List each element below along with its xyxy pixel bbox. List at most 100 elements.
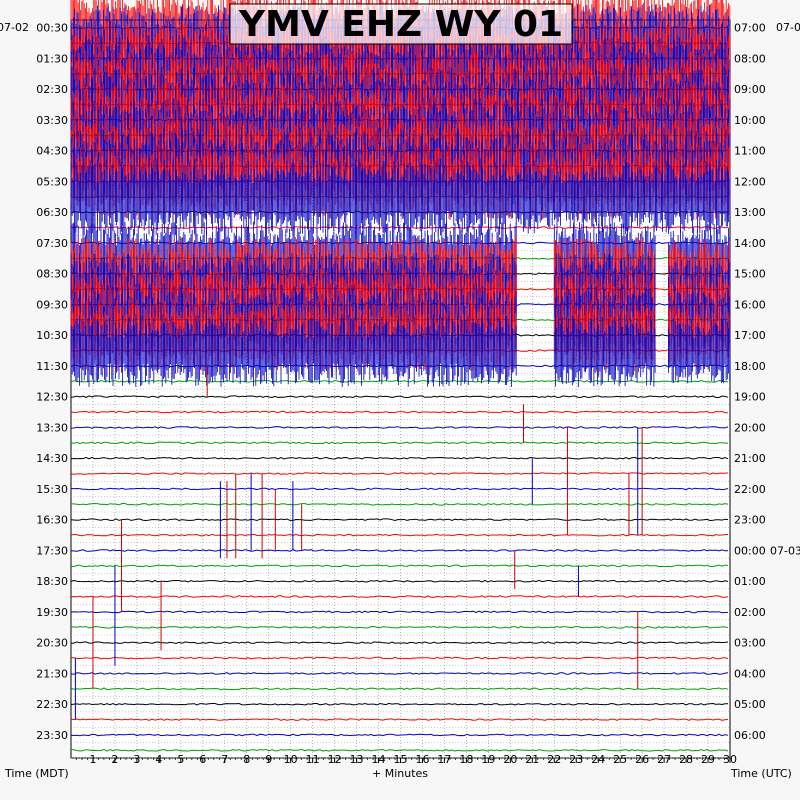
noise-segment-2-trace-21 [553, 314, 656, 387]
trace-30 [70, 487, 729, 491]
right-hour-label-23: 06:00 [734, 729, 766, 742]
trace-24 [70, 395, 729, 399]
x-tick-label-17: 17 [437, 753, 451, 766]
axes: 1 2 3 4 5 6 7 8 9 10 11 12 13 14 15 16 17 18 19 20 21 22 23 24 2… [36, 22, 800, 766]
noise-segment-0-trace-11 [70, 158, 731, 236]
x-tick-label-19: 19 [481, 753, 495, 766]
trace-31 [71, 502, 729, 506]
left-hour-label-1: 01:30 [36, 52, 68, 65]
x-tick-label-18: 18 [459, 753, 473, 766]
trace-36 [70, 579, 729, 583]
right-hour-label-0: 07:00 [734, 22, 766, 35]
right-hour-label-2: 09:00 [734, 83, 766, 96]
right-date-label: 07-02 [776, 21, 800, 34]
left-hour-label-12: 12:30 [36, 391, 68, 404]
trace-38 [70, 610, 729, 614]
noise-segment-3-trace-21 [668, 317, 731, 384]
noise-segment-1-trace-21 [70, 314, 517, 387]
left-hour-label-4: 04:30 [36, 145, 68, 158]
title-box: YMV EHZ WY 01 [229, 3, 573, 45]
trace-42 [70, 672, 729, 675]
right-hour-label-18: 01:00 [734, 575, 766, 588]
right-hour-label-17: 00:00 [734, 544, 766, 557]
x-tick-label-14: 14 [372, 753, 386, 766]
right-hour-label-11: 18:00 [734, 360, 766, 373]
left-axis-label: Time (MDT) [4, 767, 69, 780]
trace-26 [70, 426, 729, 429]
x-tick-label-16: 16 [415, 753, 429, 766]
trace-44 [70, 702, 729, 706]
right-hour-label-13: 20:00 [734, 421, 766, 434]
right-hour-label-10: 17:00 [734, 329, 766, 342]
x-tick-label-3: 3 [133, 753, 140, 766]
signal-traces [70, 0, 731, 720]
left-hour-label-17: 17:30 [36, 544, 68, 557]
trace-25 [70, 410, 729, 414]
x-tick-label-13: 13 [350, 753, 364, 766]
x-tick-label-9: 9 [265, 753, 272, 766]
left-hour-label-0: 00:30 [36, 22, 68, 35]
x-tick-label-28: 28 [679, 753, 693, 766]
trace-28 [70, 456, 729, 460]
left-hour-label-19: 19:30 [36, 606, 68, 619]
trace-39 [70, 625, 729, 629]
x-tick-label-25: 25 [613, 753, 627, 766]
right-hour-label-1: 08:00 [734, 52, 766, 65]
x-tick-label-20: 20 [503, 753, 517, 766]
left-hour-label-20: 20:30 [36, 637, 68, 650]
left-hour-label-18: 18:30 [36, 575, 68, 588]
right-hour-label-22: 05:00 [734, 698, 766, 711]
x-tick-label-15: 15 [394, 753, 408, 766]
right-axis-label: Time (UTC) [730, 767, 792, 780]
right-hour-label-21: 04:00 [734, 667, 766, 680]
left-hour-label-22: 22:30 [36, 698, 68, 711]
right-hour-label-6: 13:00 [734, 206, 766, 219]
left-date-label: 07-02 [0, 21, 29, 34]
x-tick-label-26: 26 [635, 753, 649, 766]
left-hour-label-14: 14:30 [36, 452, 68, 465]
right-hour-label-9: 16:00 [734, 298, 766, 311]
x-tick-label-4: 4 [155, 753, 162, 766]
trace-40 [71, 641, 729, 645]
right-hour-label-19: 02:00 [734, 606, 766, 619]
title-background [229, 3, 573, 45]
x-tick-label-29: 29 [701, 753, 715, 766]
x-tick-label-30: 30 [723, 753, 737, 766]
x-tick-label-27: 27 [657, 753, 671, 766]
right-hour-label-15: 22:00 [734, 483, 766, 496]
right-hour-label-4: 11:00 [734, 145, 766, 158]
trace-23 [70, 379, 729, 383]
right-hour-label-12: 19:00 [734, 391, 766, 404]
x-tick-label-11: 11 [306, 753, 320, 766]
trace-43 [70, 687, 729, 691]
left-hour-label-13: 13:30 [36, 421, 68, 434]
right-hour-label-16: 23:00 [734, 514, 766, 527]
x-tick-label-6: 6 [199, 753, 206, 766]
trace-47 [70, 748, 729, 752]
trace-32 [70, 518, 729, 522]
left-hour-label-10: 10:30 [36, 329, 68, 342]
right-hour-label-3: 10:00 [734, 114, 766, 127]
left-hour-label-21: 21:30 [36, 667, 68, 680]
x-tick-label-10: 10 [284, 753, 298, 766]
right-hour-label-5: 12:00 [734, 175, 766, 188]
x-tick-label-22: 22 [547, 753, 561, 766]
right-hour-label-8: 15:00 [734, 268, 766, 281]
trace-29 [70, 472, 729, 475]
left-hour-label-23: 23:30 [36, 729, 68, 742]
x-tick-label-2: 2 [111, 753, 118, 766]
x-axis-label: + Minutes [372, 767, 428, 780]
left-hour-label-5: 05:30 [36, 175, 68, 188]
trace-37 [70, 595, 729, 598]
trace-41 [70, 656, 729, 660]
trace-35 [70, 564, 729, 568]
trace-46 [70, 733, 729, 737]
trace-27 [70, 441, 728, 445]
x-tick-label-21: 21 [525, 753, 539, 766]
right-hour-label-20: 03:00 [734, 637, 766, 650]
left-hour-label-2: 02:30 [36, 83, 68, 96]
left-hour-label-6: 06:30 [36, 206, 68, 219]
left-hour-label-9: 09:30 [36, 298, 68, 311]
x-tick-label-7: 7 [221, 753, 228, 766]
